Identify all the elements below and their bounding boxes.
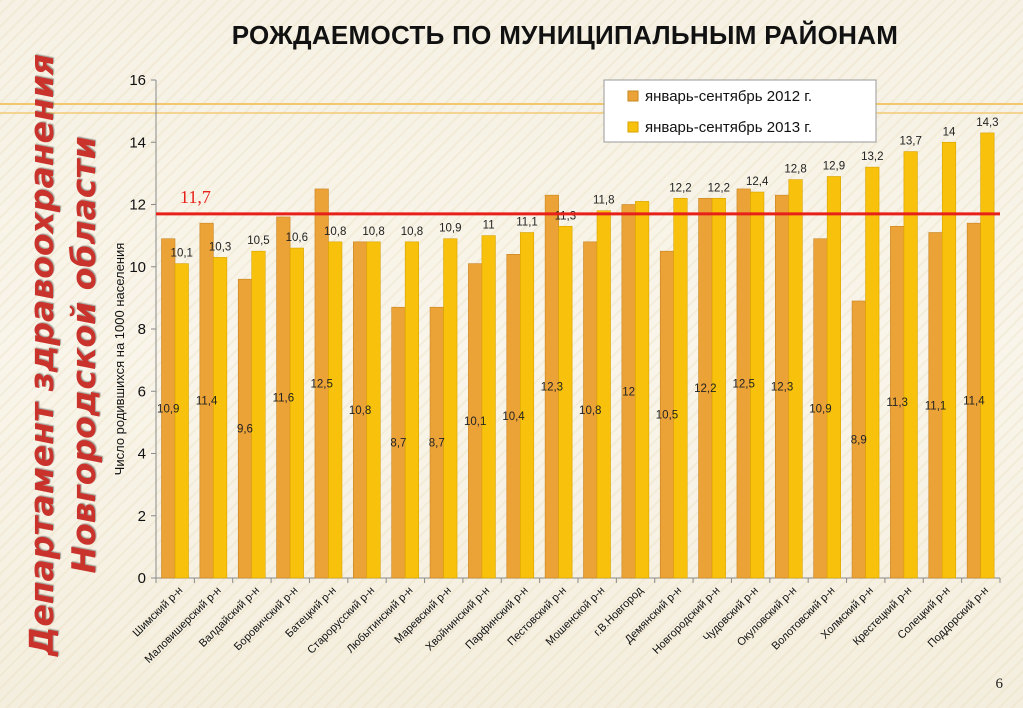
data-label-2013: 12,4 bbox=[746, 176, 769, 188]
decorative-line-second bbox=[0, 112, 1023, 114]
data-label-2013: 11,3 bbox=[555, 210, 577, 222]
bar-2013 bbox=[174, 263, 189, 579]
data-label-2013: 14 bbox=[943, 126, 956, 138]
data-label-2012: 10,5 bbox=[656, 410, 678, 422]
data-label-2012: 10,9 bbox=[157, 403, 179, 415]
slide-title: РОЖДАЕМОСТЬ ПО МУНИЦИПАЛЬНЫМ РАЙОНАМ bbox=[231, 20, 899, 50]
data-label-2012: 10,8 bbox=[349, 405, 371, 417]
decorative-line-top bbox=[0, 103, 1023, 105]
x-category-label: Старорусский р-н bbox=[305, 585, 377, 657]
bar-2013 bbox=[481, 235, 496, 579]
data-label-2012: 11,1 bbox=[925, 400, 947, 412]
legend-label-2012: январь-сентябрь 2012 г. bbox=[645, 88, 812, 105]
bar-2013 bbox=[366, 241, 381, 579]
legend-box bbox=[603, 79, 877, 143]
bar-2013 bbox=[213, 257, 228, 579]
legend-swatch-2013 bbox=[627, 121, 639, 133]
y-tick-label: 10 bbox=[129, 259, 146, 276]
bar-2013 bbox=[673, 197, 688, 579]
bar-2013 bbox=[596, 210, 611, 579]
data-label-2013: 10,6 bbox=[286, 232, 308, 244]
data-label-2012: 12,5 bbox=[733, 378, 755, 390]
bar-2013 bbox=[519, 232, 535, 579]
data-label-2013: 10,9 bbox=[439, 223, 461, 235]
y-tick-label: 2 bbox=[138, 508, 146, 525]
data-label-2012: 10,4 bbox=[502, 411, 525, 423]
data-label-2013: 13,2 bbox=[861, 151, 883, 163]
x-category-label: Любытинский р-н bbox=[344, 585, 415, 656]
legend-label-2013: январь-сентябрь 2013 г. bbox=[645, 119, 812, 136]
data-label-2012: 11,4 bbox=[963, 396, 985, 408]
x-category-label: Маловишерский р-н bbox=[143, 585, 224, 666]
data-label-2012: 8,7 bbox=[429, 438, 445, 450]
data-label-2013: 11,8 bbox=[593, 195, 615, 207]
data-label-2013: 10,8 bbox=[324, 226, 346, 238]
data-label-2013: 13,7 bbox=[899, 136, 921, 148]
bar-2013 bbox=[443, 238, 458, 579]
data-label-2012: 11,4 bbox=[196, 396, 218, 408]
bar-2013 bbox=[635, 201, 650, 579]
y-tick-label: 0 bbox=[138, 570, 146, 587]
data-label-2013: 12,2 bbox=[669, 182, 691, 194]
data-label-2012: 8,7 bbox=[390, 438, 406, 450]
data-label-2013: 10,3 bbox=[209, 241, 231, 253]
data-label-2012: 11,6 bbox=[273, 392, 295, 404]
y-tick-label: 4 bbox=[138, 446, 146, 463]
page-number: 6 bbox=[995, 676, 1004, 692]
bar-2013 bbox=[865, 166, 880, 579]
data-label-2012: 12,3 bbox=[771, 382, 793, 394]
data-label-2013: 12,2 bbox=[708, 182, 730, 194]
data-label-2012: 10,9 bbox=[809, 403, 831, 415]
bar-2013 bbox=[558, 225, 573, 579]
x-category-label: Новгородский р-н bbox=[650, 585, 722, 657]
data-label-2012: 10,8 bbox=[579, 405, 601, 417]
data-label-2013: 10,1 bbox=[171, 248, 193, 260]
data-label-2013: 10,8 bbox=[362, 226, 384, 238]
data-label-2012: 11,3 bbox=[886, 397, 908, 409]
data-label-2012: 10,1 bbox=[464, 416, 486, 428]
y-axis-label: Число родившихся на 1000 населения bbox=[112, 243, 127, 476]
data-label-2013: 10,8 bbox=[401, 226, 423, 238]
bar-2013 bbox=[941, 141, 957, 579]
data-label-2013: 12,8 bbox=[784, 164, 806, 176]
bar-2013 bbox=[750, 191, 765, 579]
bar-2013 bbox=[328, 241, 343, 579]
data-label-2012: 12,5 bbox=[311, 378, 333, 390]
data-label-2012: 12 bbox=[622, 386, 635, 398]
data-label-2012: 12,3 bbox=[541, 382, 563, 394]
y-tick-label: 8 bbox=[138, 321, 146, 338]
data-label-2013: 14,3 bbox=[976, 117, 998, 129]
bar-2013 bbox=[788, 179, 803, 579]
bar-2013 bbox=[826, 176, 841, 579]
bar-2013 bbox=[289, 247, 304, 579]
legend-swatch-2012 bbox=[627, 90, 639, 102]
y-tick-label: 6 bbox=[138, 383, 146, 400]
y-tick-label: 12 bbox=[129, 197, 146, 214]
data-label-2012: 9,6 bbox=[237, 424, 253, 436]
data-label-2012: 12,2 bbox=[694, 383, 716, 395]
data-label-2013: 11 bbox=[483, 220, 495, 232]
bar-2013 bbox=[404, 241, 419, 579]
bar-2013 bbox=[980, 132, 995, 579]
reference-line-label: 11,7 bbox=[180, 187, 211, 207]
data-label-2012: 8,9 bbox=[851, 434, 867, 446]
data-label-2013: 10,5 bbox=[247, 235, 269, 247]
bar-2013 bbox=[903, 151, 918, 579]
bar-2013 bbox=[251, 250, 266, 579]
bar-2013 bbox=[711, 197, 726, 579]
data-label-2013: 12,9 bbox=[823, 160, 845, 172]
y-tick-label: 14 bbox=[129, 134, 146, 151]
data-label-2013: 11,1 bbox=[516, 217, 538, 229]
y-tick-label: 16 bbox=[129, 72, 146, 89]
